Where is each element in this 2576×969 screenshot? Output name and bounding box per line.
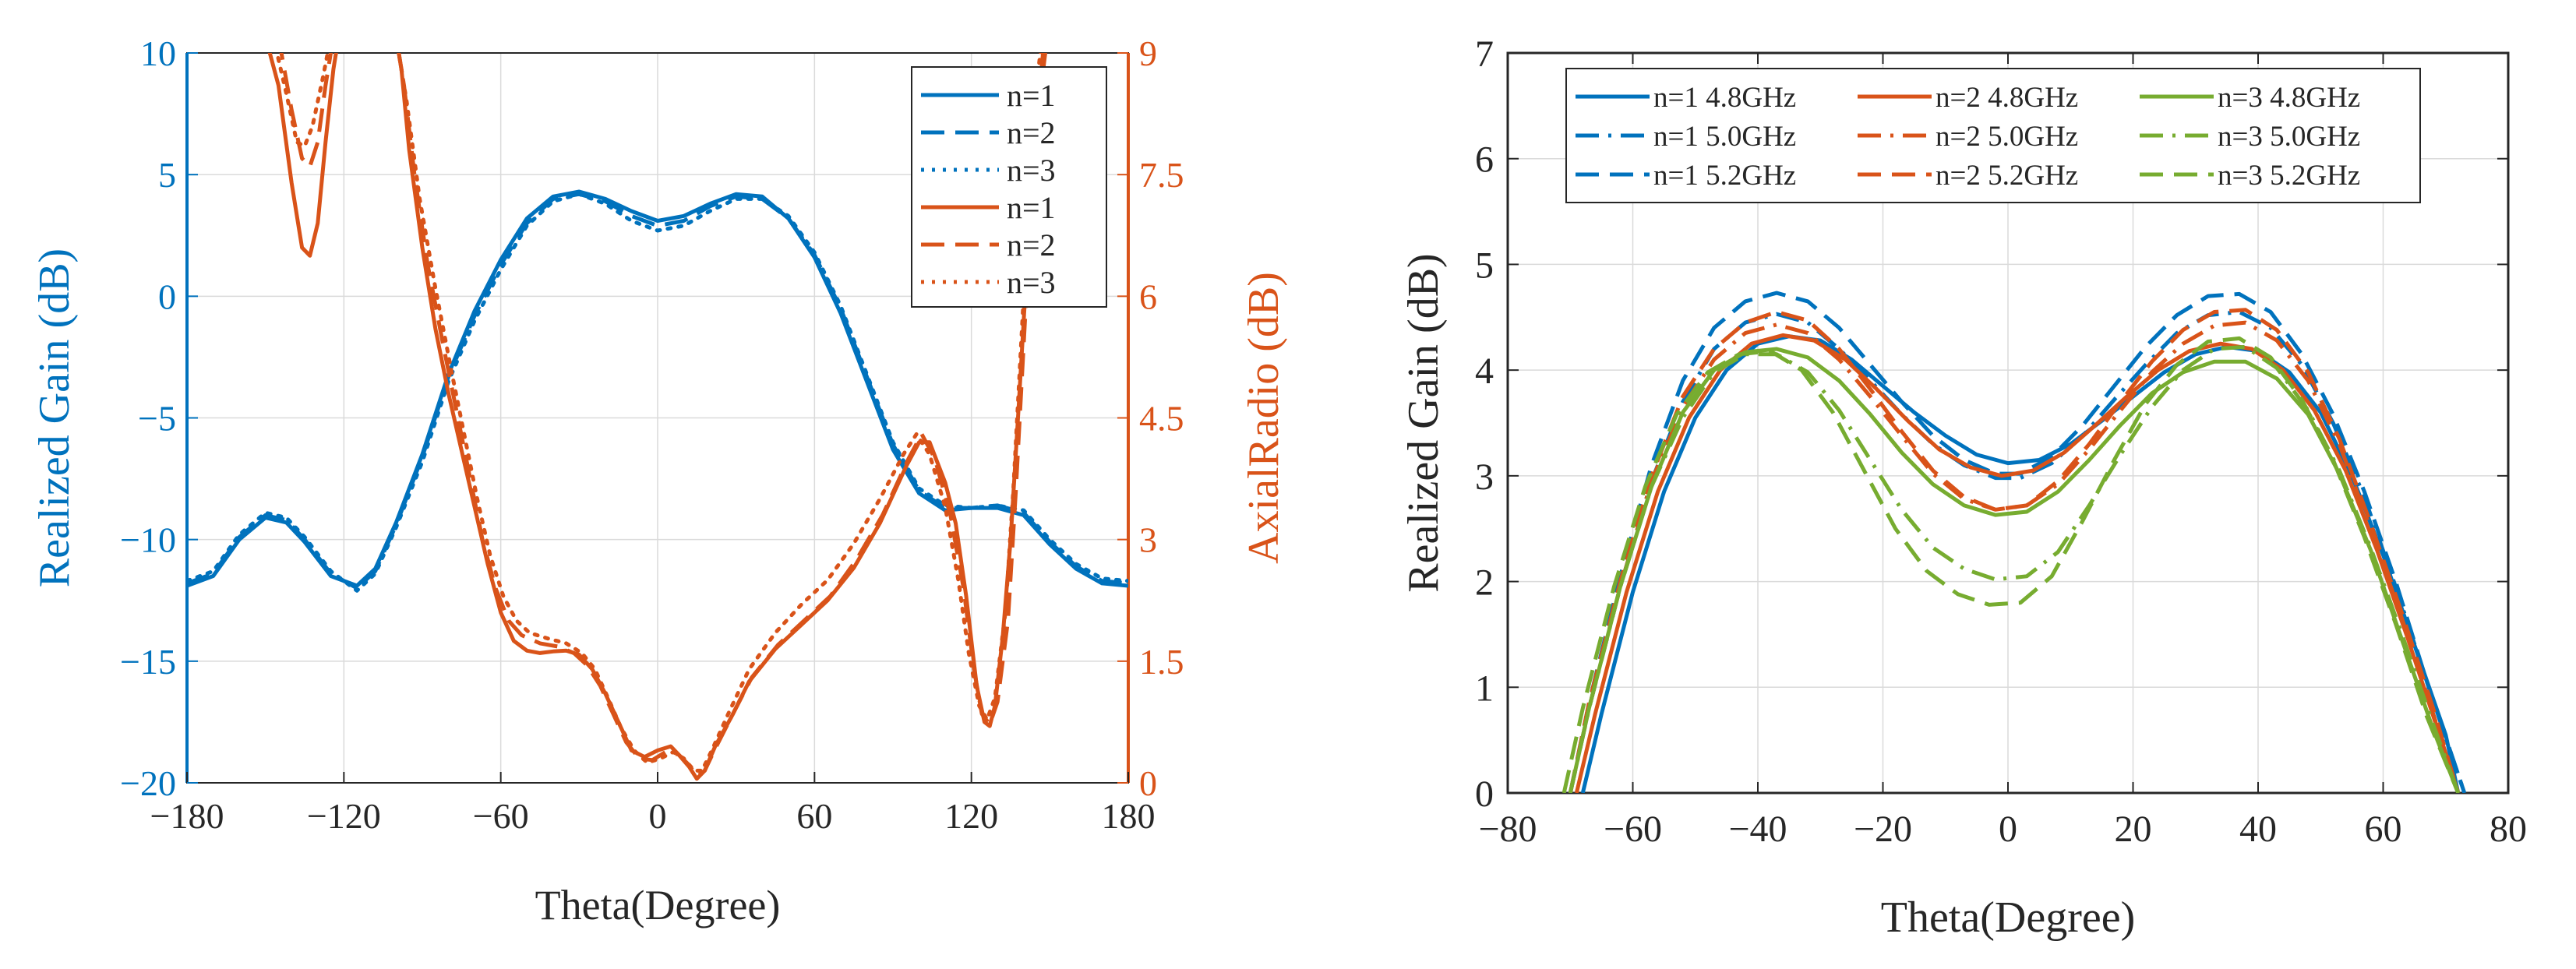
- legend-label: n=1 4.8GHz: [1653, 82, 1796, 114]
- legend-label: n=3 5.2GHz: [2218, 160, 2360, 192]
- legend-label: n=1: [1007, 190, 1056, 225]
- series-line-blue-n3: [187, 192, 1128, 593]
- y2-tick-label: 3: [1139, 520, 1157, 560]
- x-axis-title: Theta(Degree): [1881, 893, 2135, 942]
- legend-label: n=3 5.0GHz: [2218, 121, 2360, 153]
- x-tick-label: 60: [796, 796, 832, 836]
- x-tick-label: −120: [307, 796, 381, 836]
- x-axis-title: Theta(Degree): [535, 882, 781, 928]
- legend-label: n=3: [1007, 265, 1056, 300]
- legend-label: n=2 5.2GHz: [1936, 160, 2078, 192]
- x-tick-label: −40: [1728, 809, 1787, 850]
- legend-left: n=1n=2n=3n=1n=2n=3: [911, 66, 1107, 308]
- y-tick-label: 10: [140, 33, 176, 73]
- series-line-orange-n3: [274, 53, 1043, 773]
- legend-label: n=2 5.0GHz: [1936, 121, 2078, 153]
- y2-tick-label: 1.5: [1139, 642, 1184, 682]
- x-tick-label: −180: [150, 796, 224, 836]
- series-group-left: [187, 53, 1128, 781]
- chart-left-gain-axialratio: −180 −120 −60 0 60 120 180 −20 −15 −10 −5 0 5 10 0 1.5 3…: [30, 33, 1288, 928]
- y2-tick-label: 4.5: [1139, 399, 1184, 439]
- y-tick-label: −20: [120, 763, 176, 803]
- series-line-n-2-5-2ghz: [1568, 308, 2461, 793]
- y-tick-label: 0: [158, 277, 176, 316]
- legend-label: n=3: [1007, 153, 1056, 188]
- y2-tick-label: 7.5: [1139, 155, 1184, 195]
- legend-box: [911, 66, 1107, 308]
- x-tick-label: −60: [1604, 809, 1662, 850]
- y-tick-label: 3: [1475, 456, 1494, 498]
- y-tick-label: −10: [120, 520, 176, 560]
- y-axis-title: Realized Gain (dB): [1399, 253, 1448, 592]
- y-tick-label: 0: [1475, 773, 1494, 815]
- series-line-orange-n2: [279, 53, 1046, 779]
- legend-label: n=1: [1007, 78, 1056, 113]
- y-tick-label: 5: [1475, 245, 1494, 286]
- series-line-n-1-5-0ghz: [1568, 310, 2467, 793]
- x-tick-label: 40: [2239, 809, 2277, 850]
- x-tick-label: 60: [2365, 809, 2402, 850]
- legend-label: n=2: [1007, 115, 1056, 150]
- legend-label: n=2 4.8GHz: [1936, 82, 2078, 114]
- y2-tick-label: 9: [1139, 33, 1157, 73]
- x-tick-label: 0: [1999, 809, 2017, 850]
- y-axis-title: Realized Gain (dB): [30, 248, 79, 587]
- series-line-n-1-4-8ghz: [1580, 334, 2461, 793]
- x-tick-label: −20: [1854, 809, 1912, 850]
- chart-right-gain-frequency: −80 −60 −40 −20 0 20 40 60 80 0 1 2 3 4 5 6 7 Theta(Degre…: [1399, 33, 2527, 942]
- y-tick-label: 7: [1475, 33, 1494, 75]
- y-tick-label: 4: [1475, 351, 1494, 392]
- series-line-n-2-4-8ghz: [1574, 333, 2461, 793]
- legend-label: n=3 4.8GHz: [2218, 82, 2360, 114]
- x-tick-label: 80: [2490, 809, 2527, 850]
- x-tick-label: 180: [1102, 796, 1156, 836]
- series-group-right: [1561, 291, 2467, 793]
- legend-label: n=1 5.0GHz: [1653, 121, 1796, 153]
- y2-axis-title: AxialRadio (dB): [1240, 272, 1288, 564]
- x-tick-label: 120: [944, 796, 998, 836]
- x-tick-label: 20: [2115, 809, 2152, 850]
- legend-right: n=1 4.8GHz n=1 5.0GHz n=1 5.2GHz n=2 4.8GHz…: [1565, 68, 2421, 203]
- y-tick-label: −15: [120, 642, 176, 682]
- y-tick-label: 1: [1475, 668, 1494, 709]
- legend-label: n=2: [1007, 227, 1056, 263]
- series-line-n-3-5-2ghz: [1561, 336, 2461, 793]
- y-tick-label: −5: [138, 399, 176, 439]
- legend-box: [1565, 68, 2421, 203]
- y-tick-label: 5: [158, 155, 176, 195]
- y-tick-label: 6: [1475, 139, 1494, 181]
- legend-label: n=1 5.2GHz: [1653, 160, 1796, 192]
- y2-tick-label: 0: [1139, 763, 1157, 803]
- series-line-n-3-5-0ghz: [1568, 344, 2461, 793]
- y2-tick-label: 6: [1139, 277, 1157, 316]
- x-tick-label: −60: [473, 796, 529, 836]
- x-tick-label: 0: [649, 796, 667, 836]
- x-tick-label: −80: [1478, 809, 1537, 850]
- y-tick-label: 2: [1475, 562, 1494, 604]
